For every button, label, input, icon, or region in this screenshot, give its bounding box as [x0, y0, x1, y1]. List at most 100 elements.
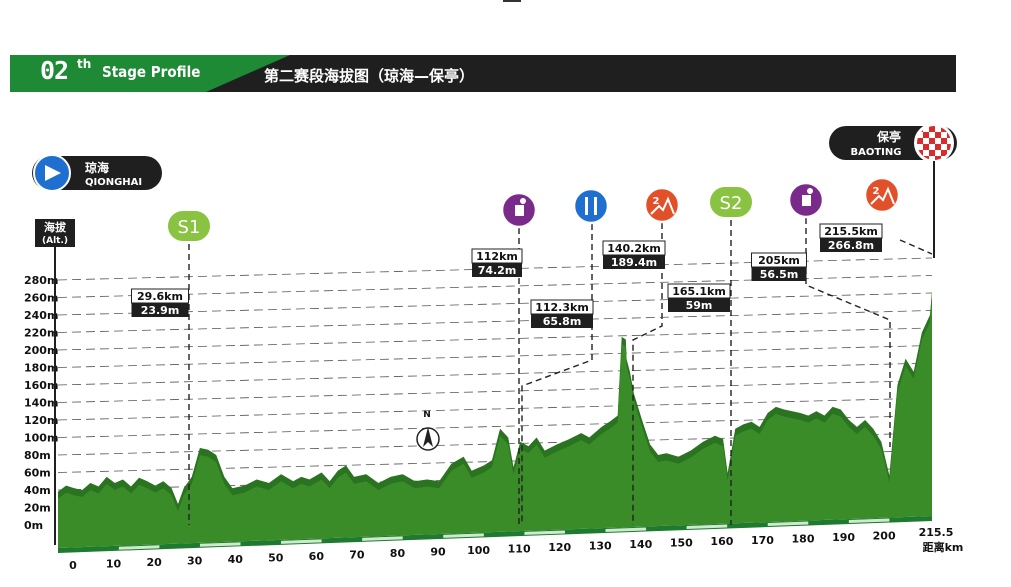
fork-knife-icon — [572, 187, 610, 225]
x-tick-label: 110 — [508, 543, 531, 556]
leader-line — [521, 224, 593, 525]
y-tick-label: 220m — [24, 327, 58, 340]
x-tick-label: 20 — [146, 556, 162, 569]
grid-line — [57, 345, 933, 368]
grid-line — [57, 292, 933, 316]
y-tick-label: 260m — [24, 292, 58, 305]
checker-square — [923, 144, 929, 150]
stage-number: 02 — [40, 56, 69, 85]
ground-segment — [848, 518, 890, 524]
ground-segment — [199, 542, 241, 547]
y-tick-label: 80m — [24, 449, 51, 462]
ground-segment — [443, 533, 484, 538]
y-tick-label: 140m — [24, 397, 58, 410]
km-label: 165.1km — [672, 285, 726, 298]
x-tick-label: 170 — [751, 534, 774, 547]
alt-label: 266.8m — [828, 239, 874, 252]
x-tick-label: 90 — [430, 546, 446, 559]
checker-square — [935, 132, 941, 138]
grid-line — [57, 310, 933, 333]
x-tick-label: 30 — [187, 555, 203, 568]
sprint-label: S2 — [720, 193, 743, 214]
start-name-en: QIONGHAI — [85, 177, 142, 188]
alt-box — [472, 263, 522, 277]
checker-square — [929, 150, 935, 156]
x-tick-label: 160 — [710, 535, 733, 548]
x-end-label: 215.5 — [919, 526, 954, 539]
km-label: 215.5km — [824, 225, 878, 238]
checker-square — [923, 132, 929, 138]
leader-line — [632, 223, 663, 525]
alt-label: 189.4m — [611, 256, 657, 269]
ground-segment — [362, 536, 403, 541]
checker-square — [947, 144, 951, 150]
stage-suffix: th — [77, 57, 92, 71]
x-tick-label: 10 — [106, 558, 122, 571]
km-label: 112.3km — [535, 301, 589, 314]
alt-box — [603, 255, 665, 269]
bin-shape — [802, 195, 811, 206]
stage-title: 第二赛段海拔图（琼海—保亭） — [264, 67, 475, 85]
checker-square — [941, 138, 947, 144]
category-2-climb-icon — [643, 186, 681, 224]
leader-line — [805, 218, 891, 447]
checker-square — [929, 126, 935, 132]
alt-label: 59m — [686, 299, 713, 312]
km-label: 140.2km — [607, 242, 661, 255]
ground-segment — [686, 524, 728, 529]
alt-box — [531, 314, 593, 328]
alt-label: 74.2m — [478, 264, 517, 277]
grid-line — [57, 397, 933, 421]
start-marker: 琼海 QIONGHAI — [32, 154, 162, 192]
sprint-icon — [708, 185, 754, 219]
mountain-shape — [870, 186, 895, 205]
x-tick-label: 120 — [548, 541, 571, 554]
y-tick-label: 240m — [24, 309, 58, 322]
ground-segment — [524, 530, 565, 535]
x-axis-title: 距离km — [923, 540, 964, 554]
ground-segment — [281, 539, 322, 544]
climb-category: 2 — [653, 196, 660, 207]
y-tick-label: 40m — [24, 484, 51, 497]
top-mark — [503, 0, 521, 2]
category-2-climb-icon — [863, 176, 901, 214]
compass-letter: N — [423, 410, 431, 420]
x-tick-label: 0 — [69, 559, 77, 572]
alt-box — [751, 267, 807, 281]
start-name-cn: 琼海 — [85, 160, 109, 175]
person-head — [520, 198, 526, 204]
y-tick-label: 20m — [24, 502, 51, 515]
y-axis-title-cn: 海拔 — [44, 220, 67, 234]
checker-square — [923, 156, 929, 160]
x-tick-label: 200 — [873, 529, 896, 542]
checkered-flag-icon — [914, 123, 954, 163]
x-tick-label: 180 — [792, 532, 815, 545]
y-tick-label: 100m — [24, 432, 58, 445]
climb-category: 2 — [873, 186, 880, 197]
finish-marker: 保亭 BAOTING — [829, 123, 957, 258]
checker-square — [929, 138, 935, 144]
alt-box — [820, 238, 882, 252]
x-tick-label: 50 — [268, 552, 284, 565]
x-tick-label: 70 — [349, 549, 365, 562]
checker-square — [917, 138, 923, 144]
checker-square — [941, 150, 947, 156]
grid-line — [57, 327, 933, 351]
y-axis-title: 海拔 (Alt.) — [35, 219, 75, 545]
stage-profile-label: Stage Profile — [102, 63, 201, 81]
x-tick-label: 130 — [589, 540, 612, 553]
alt-label: 23.9m — [141, 304, 180, 317]
y-tick-label: 120m — [24, 414, 58, 427]
y-axis-title-en: (Alt.) — [42, 236, 68, 246]
checker-square — [935, 156, 941, 160]
y-tick-label: 280m — [24, 274, 58, 287]
mountain-shape — [650, 196, 675, 215]
ground-segment — [118, 545, 160, 550]
leader-line — [899, 239, 933, 255]
y-tick-label: 0m — [24, 519, 43, 532]
